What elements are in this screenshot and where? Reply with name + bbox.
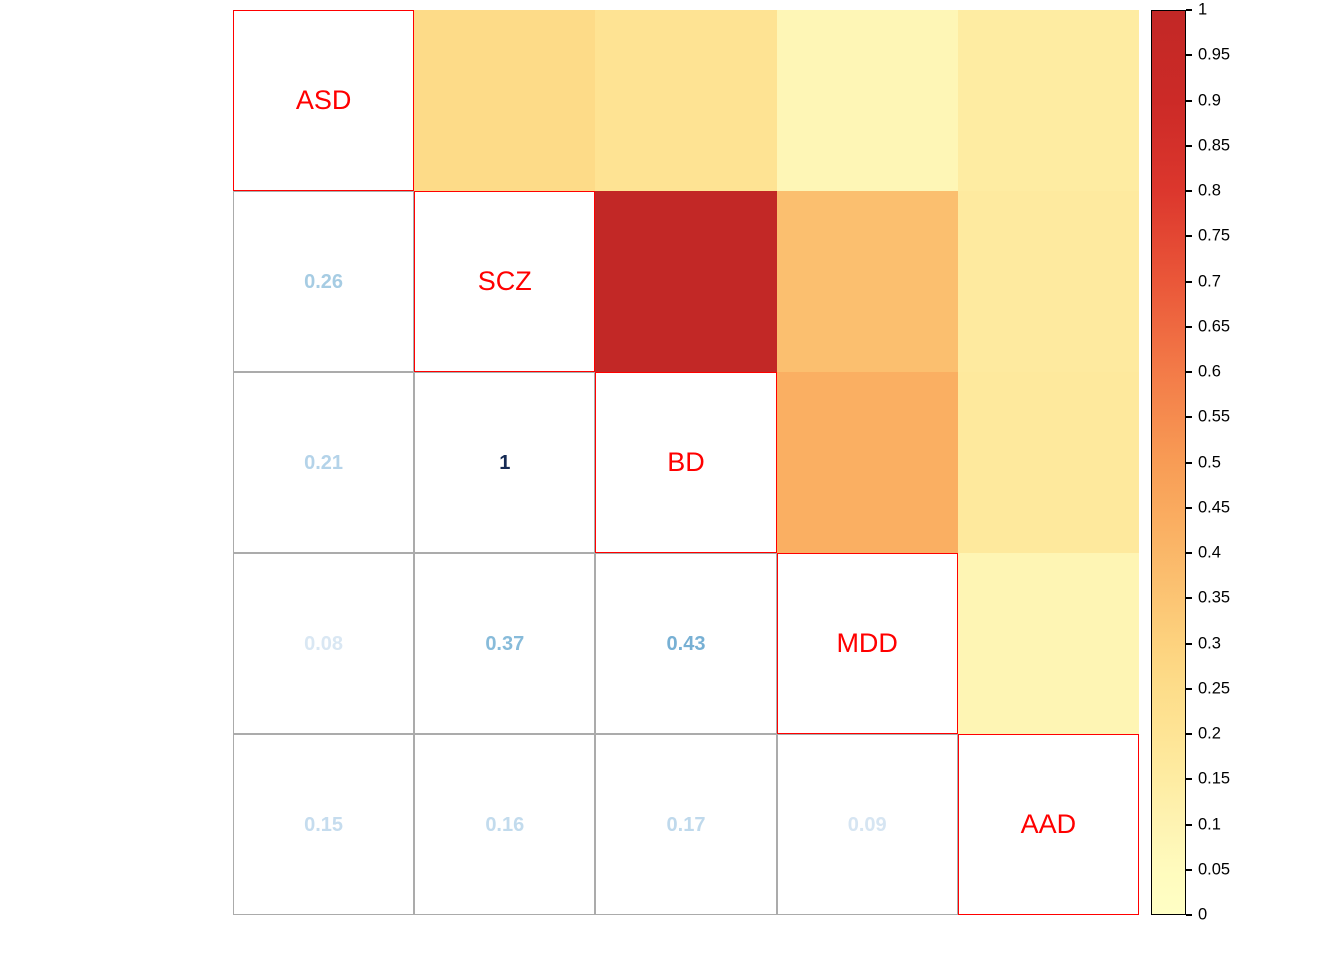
colorbar: 1 0.95 0.9 0.85 0.8 0.75 0.7 0.65 0.6 0.55 0.5 0.45…	[1151, 1, 1230, 924]
colorbar-tick-label: 0.95	[1198, 45, 1231, 64]
colorbar-tick	[1186, 778, 1192, 781]
colorbar-tick-label: 0.2	[1198, 724, 1221, 743]
variable-label-SCZ: SCZ	[477, 266, 532, 296]
matrix-cell-AAD-BD: 0.17	[595, 734, 777, 915]
matrix-cell-MDD-SCZ: 0.37	[414, 553, 596, 734]
diagonal-cell-ASD: ASD	[233, 10, 415, 191]
colorbar-tick-label: 0.45	[1198, 498, 1231, 517]
matrix-cell-MDD-BD: 0.43	[595, 553, 777, 734]
colorbar-tick	[1186, 54, 1192, 57]
colorbar-tick	[1186, 235, 1192, 238]
matrix-cell-SCZ-ASD: 0.26	[233, 191, 415, 372]
colorbar-tick-label: 0.75	[1198, 226, 1231, 245]
colorbar-tick-label: 0	[1198, 905, 1208, 924]
matrix-cell-ASD-AAD	[957, 10, 1139, 191]
matrix-cell-SCZ-BD	[595, 191, 777, 372]
colorbar-tick-label: 0.05	[1198, 860, 1231, 879]
colorbar-tick-label: 0.15	[1198, 769, 1231, 788]
colorbar-tick	[1186, 144, 1192, 147]
variable-label-ASD: ASD	[295, 85, 352, 115]
variable-label-AAD: AAD	[1020, 809, 1077, 839]
matrix-cell-MDD-ASD: 0.08	[233, 553, 415, 734]
colorbar-gradient	[1151, 10, 1186, 915]
matrix-cell-BD-ASD: 0.21	[233, 372, 415, 553]
colorbar-tick	[1186, 823, 1192, 826]
matrix-cell-MDD-AAD	[957, 553, 1139, 734]
diagonal-cell-BD: BD	[595, 372, 777, 553]
colorbar-tick-label: 0.7	[1198, 272, 1221, 290]
correlation-value-BD-SCZ: 1	[499, 451, 511, 474]
correlation-value-BD-ASD: 0.21	[304, 451, 344, 474]
matrix-cell-BD-MDD	[776, 372, 958, 553]
correlation-value-AAD-BD: 0.17	[666, 813, 706, 836]
colorbar-tick	[1186, 416, 1192, 419]
matrix-cell-ASD-BD	[595, 10, 777, 191]
variable-label-BD: BD	[667, 447, 705, 477]
colorbar-tick	[1186, 642, 1192, 645]
colorbar-tick	[1186, 597, 1192, 600]
correlation-value-AAD-ASD: 0.15	[304, 813, 344, 836]
diagonal-cell-SCZ: SCZ	[414, 191, 596, 372]
correlation-value-AAD-SCZ: 0.16	[485, 813, 525, 836]
colorbar-tick	[1186, 914, 1192, 916]
correlation-value-MDD-ASD: 0.08	[304, 632, 344, 655]
colorbar-tick	[1186, 99, 1192, 102]
correlation-value-AAD-MDD: 0.09	[847, 813, 887, 836]
matrix-cell-BD-SCZ: 1	[414, 372, 596, 553]
colorbar-tick-label: 0.3	[1198, 634, 1221, 652]
matrix-cell-BD-AAD	[957, 372, 1139, 553]
colorbar-tick-label: 0.25	[1198, 679, 1231, 698]
matrix-cell-ASD-SCZ	[414, 10, 596, 191]
colorbar-tick-label: 0.9	[1198, 91, 1221, 109]
matrix-cell-ASD-MDD	[776, 10, 958, 191]
correlation-value-SCZ-ASD: 0.26	[304, 270, 344, 293]
colorbar-tick-label: 0.65	[1198, 317, 1231, 336]
colorbar-tick-label: 0.1	[1198, 815, 1221, 833]
colorbar-tick-label: 0.55	[1198, 407, 1231, 426]
matrix-cell-AAD-ASD: 0.15	[233, 734, 415, 915]
matrix-cell-AAD-SCZ: 0.16	[414, 734, 596, 915]
variable-label-MDD: MDD	[836, 628, 898, 658]
colorbar-tick	[1186, 552, 1192, 554]
correlation-value-MDD-SCZ: 0.37	[485, 632, 525, 655]
matrix-cell-AAD-MDD: 0.09	[776, 734, 958, 915]
colorbar-tick	[1186, 461, 1192, 464]
colorbar-tick-label: 0.8	[1198, 181, 1221, 200]
colorbar-tick	[1186, 868, 1192, 871]
colorbar-tick-label: 0.85	[1198, 136, 1231, 155]
matrix-cell-SCZ-MDD	[776, 191, 958, 372]
colorbar-tick	[1186, 280, 1192, 283]
colorbar-tick	[1186, 190, 1192, 192]
diagonal-cell-MDD: MDD	[776, 553, 958, 734]
colorbar-tick-label: 1	[1198, 0, 1208, 19]
colorbar-tick-label: 0.5	[1198, 453, 1221, 471]
diagonal-cell-AAD: AAD	[957, 734, 1139, 915]
colorbar-tick	[1186, 687, 1192, 690]
colorbar-tick	[1186, 733, 1192, 735]
colorbar-tick	[1186, 371, 1192, 373]
matrix-cell-SCZ-AAD	[957, 191, 1139, 372]
colorbar-tick-label: 0.4	[1198, 543, 1221, 562]
correlation-matrix: ASD 0.26 SCZ 0.21 1 BD 0.08 0.37 0.43 MDD 0.15 0.16…	[233, 10, 1139, 915]
colorbar-tick	[1186, 506, 1192, 509]
colorbar-tick-label: 0.35	[1198, 588, 1231, 607]
colorbar-tick-label: 0.6	[1198, 362, 1221, 381]
colorbar-tick	[1186, 9, 1192, 11]
correlation-value-MDD-BD: 0.43	[666, 632, 706, 655]
colorbar-tick	[1186, 325, 1192, 328]
